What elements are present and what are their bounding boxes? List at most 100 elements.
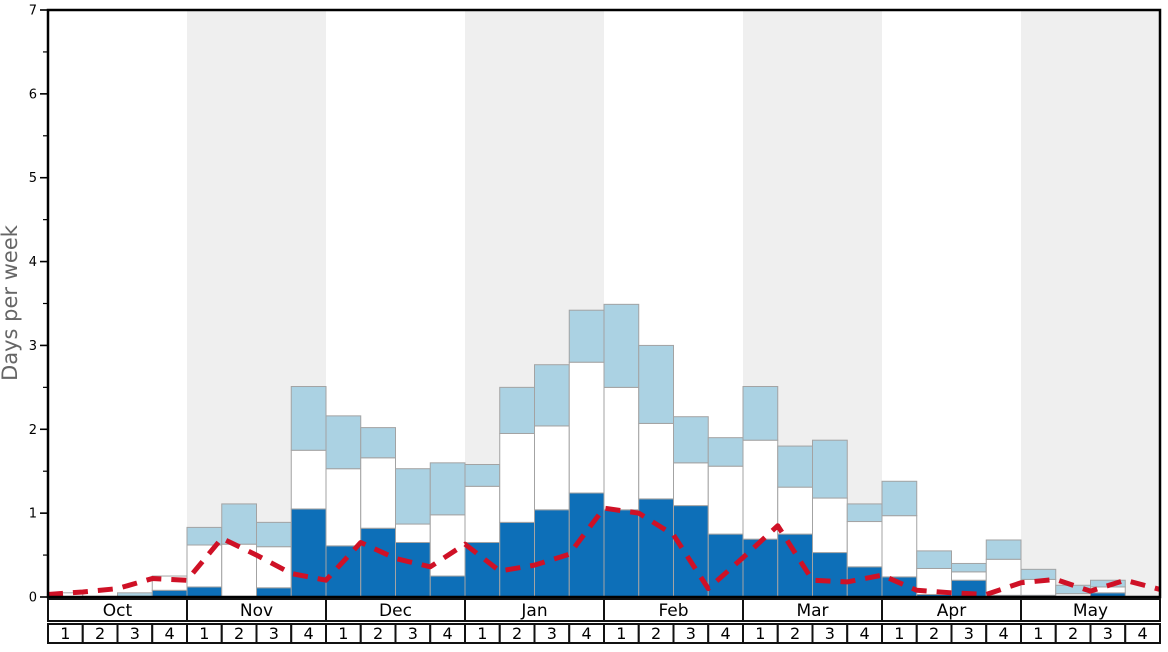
week-label: 2 <box>651 624 661 643</box>
week-label: 1 <box>199 624 209 643</box>
week-label: 4 <box>165 624 175 643</box>
y-tick-label: 4 <box>29 255 37 270</box>
y-tick-label: 7 <box>29 4 37 19</box>
bar-segment-white <box>395 523 431 543</box>
bar-segment-light-blue <box>673 416 709 464</box>
week-label: 4 <box>1138 624 1148 643</box>
week-label: 3 <box>547 624 557 643</box>
bar-segment-white <box>464 485 501 543</box>
bar-segment-white <box>951 571 987 581</box>
week-label: 3 <box>408 624 418 643</box>
month-label: Apr <box>937 601 966 621</box>
week-label: 4 <box>860 624 870 643</box>
bar-segment-white <box>568 361 605 494</box>
bar-segment-dark-blue <box>881 576 918 598</box>
bar-segment-light-blue <box>221 503 257 545</box>
month-label: May <box>1073 601 1108 621</box>
week-label: 1 <box>338 624 348 643</box>
bar-segment-white <box>812 497 848 554</box>
week-label: 4 <box>582 624 592 643</box>
week-label: 2 <box>234 624 244 643</box>
bar-segment-dark-blue <box>325 545 362 598</box>
bar-segment-light-blue <box>534 364 570 427</box>
bar-segment-white <box>673 462 709 507</box>
bar-segment-white <box>638 422 674 500</box>
week-label: 4 <box>999 624 1009 643</box>
week-label: 1 <box>477 624 487 643</box>
month-label: Dec <box>379 601 412 621</box>
bar-segment-white <box>499 432 535 523</box>
week-label: 4 <box>304 624 314 643</box>
y-axis: 0 1 2 3 4 5 6 7 Days per week <box>0 4 48 606</box>
red-dashed-line <box>47 505 1161 597</box>
bar-segment-white <box>881 515 918 578</box>
week-label: 3 <box>130 624 140 643</box>
week-label: 3 <box>269 624 279 643</box>
bar-segment-light-blue <box>812 439 848 499</box>
week-label: 1 <box>60 624 70 643</box>
bar-segment-light-blue <box>360 427 396 459</box>
month-cell <box>1020 598 1161 622</box>
bar-segment-white <box>360 457 396 529</box>
bar-segment-light-blue <box>881 480 918 517</box>
bar-segment-white <box>777 486 813 535</box>
week-label: 4 <box>721 624 731 643</box>
bar-segment-light-blue <box>707 437 744 467</box>
bar-segment-white <box>742 439 779 540</box>
bar-segment-dark-blue <box>186 586 223 598</box>
bar-segment-light-blue <box>638 344 674 424</box>
month-stripes <box>187 10 1160 597</box>
bar-segment-light-blue <box>256 521 292 548</box>
bar-segment-white <box>429 514 466 577</box>
y-tick-label: 3 <box>29 339 37 354</box>
bar-segment-white <box>534 425 570 511</box>
week-label: 2 <box>790 624 800 643</box>
bar-segment-white <box>186 544 223 588</box>
bar-segment-dark-blue <box>395 541 431 598</box>
bar-segment-light-blue <box>499 386 535 434</box>
bar-segment-white <box>603 386 640 511</box>
bar-segment-white <box>290 449 327 510</box>
week-label: 3 <box>825 624 835 643</box>
week-label: 1 <box>755 624 765 643</box>
week-label: 4 <box>443 624 453 643</box>
week-label: 2 <box>1068 624 1078 643</box>
bar-segment-dark-blue <box>429 575 466 598</box>
week-cell <box>1124 623 1161 644</box>
bar-segment-light-blue <box>1020 568 1057 580</box>
bar-segment-white <box>707 465 744 535</box>
y-tick-label: 1 <box>29 507 37 522</box>
bar-segment-dark-blue <box>290 508 327 598</box>
month-label: Jan <box>520 601 547 621</box>
week-label: 3 <box>964 624 974 643</box>
bar-segment-light-blue <box>429 462 466 516</box>
y-tick-label: 2 <box>29 423 37 438</box>
bar-segment-dark-blue <box>256 587 292 598</box>
y-tick-label: 0 <box>29 591 37 606</box>
bar-segment-light-blue <box>464 464 501 487</box>
week-label: 2 <box>929 624 939 643</box>
week-label: 1 <box>616 624 626 643</box>
month-stripe <box>1021 10 1160 597</box>
bar-segment-light-blue <box>951 562 987 573</box>
bar-segment-light-blue <box>603 303 640 388</box>
bar-segment-light-blue <box>395 468 431 525</box>
week-label: 3 <box>1103 624 1113 643</box>
bar-segment-dark-blue <box>777 533 813 598</box>
y-tick-label: 6 <box>29 87 37 102</box>
week-label: 1 <box>1033 624 1043 643</box>
bar-segment-light-blue <box>568 309 605 363</box>
week-label: 2 <box>95 624 105 643</box>
bar-segment-white <box>846 521 883 568</box>
bar-segment-light-blue <box>846 503 883 523</box>
month-row: Oct Nov Dec Jan Feb Mar Apr May <box>47 598 1161 622</box>
y-tick-label: 5 <box>29 171 37 186</box>
bar-segment-light-blue <box>985 539 1022 560</box>
bar-segment-white <box>256 546 292 589</box>
y-axis-title: Days per week <box>0 224 22 381</box>
week-label: 3 <box>686 624 696 643</box>
month-label: Nov <box>240 601 273 621</box>
bar-segment-light-blue <box>742 386 779 441</box>
